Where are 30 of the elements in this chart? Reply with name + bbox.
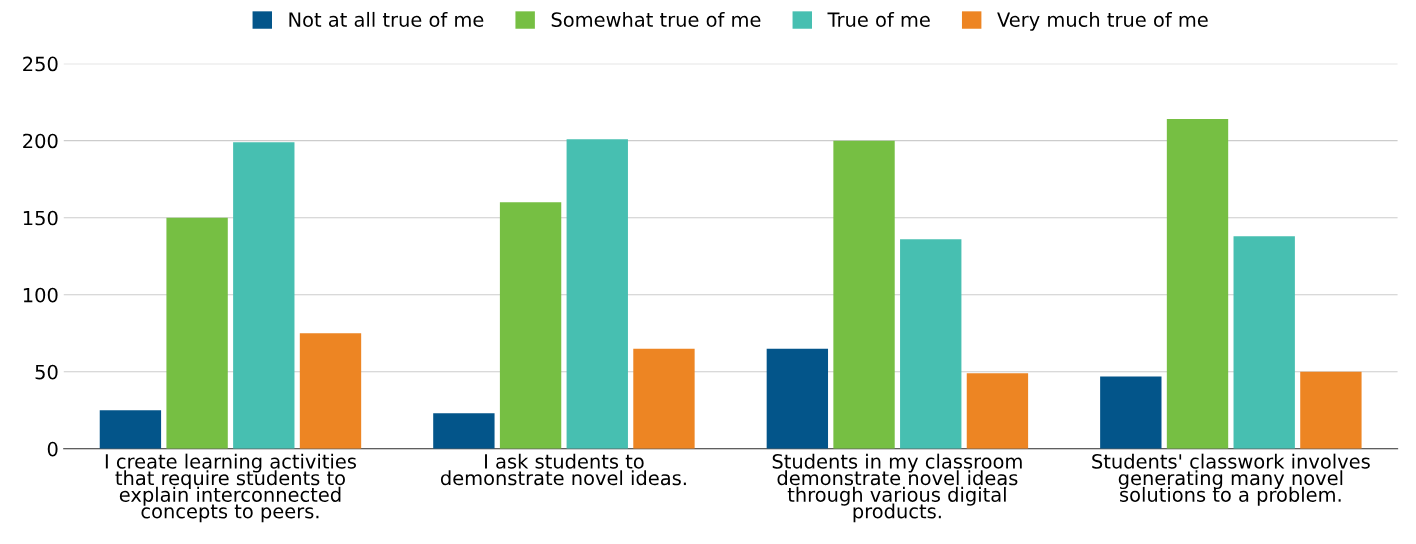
- y-tick-label: 0: [47, 441, 58, 457]
- legend-label: Somewhat true of me: [551, 11, 761, 27]
- bar: [633, 348, 695, 449]
- legend-label: True of me: [827, 11, 930, 27]
- x-tick-label: Students in my classroom demonstrate novel ideas through various digital products.: [772, 453, 1022, 523]
- bar: [1233, 236, 1295, 449]
- y-tick-label: 150: [23, 210, 58, 226]
- bar: [566, 139, 628, 449]
- bar: [766, 348, 829, 449]
- y-tick-label: 50: [35, 364, 58, 380]
- bar: [1100, 376, 1162, 449]
- y-tick-label: 200: [23, 133, 58, 149]
- y-tick-label: 100: [23, 287, 58, 303]
- x-tick-label: Students' classwork involves generating many novel solutions to a problem.: [1092, 453, 1370, 506]
- bar: [499, 202, 562, 449]
- y-tick-label: 250: [23, 56, 58, 72]
- bar: [833, 140, 895, 449]
- legend-label: Not at all true of me: [289, 11, 484, 27]
- bar: [99, 410, 162, 449]
- x-tick-label: I create learning activities that require students to explain interconnected concepts to peers.: [105, 453, 356, 523]
- bar: [966, 373, 1029, 449]
- bar: [233, 142, 295, 449]
- bar: [900, 239, 962, 449]
- bar: [299, 333, 362, 449]
- bar: [1300, 371, 1362, 449]
- bar: [433, 413, 495, 449]
- legend-label: Very much true of me: [997, 11, 1208, 31]
- bar: [1166, 119, 1229, 449]
- bar: [166, 217, 228, 449]
- x-tick-label: I ask students to demonstrate novel ideas.: [440, 453, 686, 486]
